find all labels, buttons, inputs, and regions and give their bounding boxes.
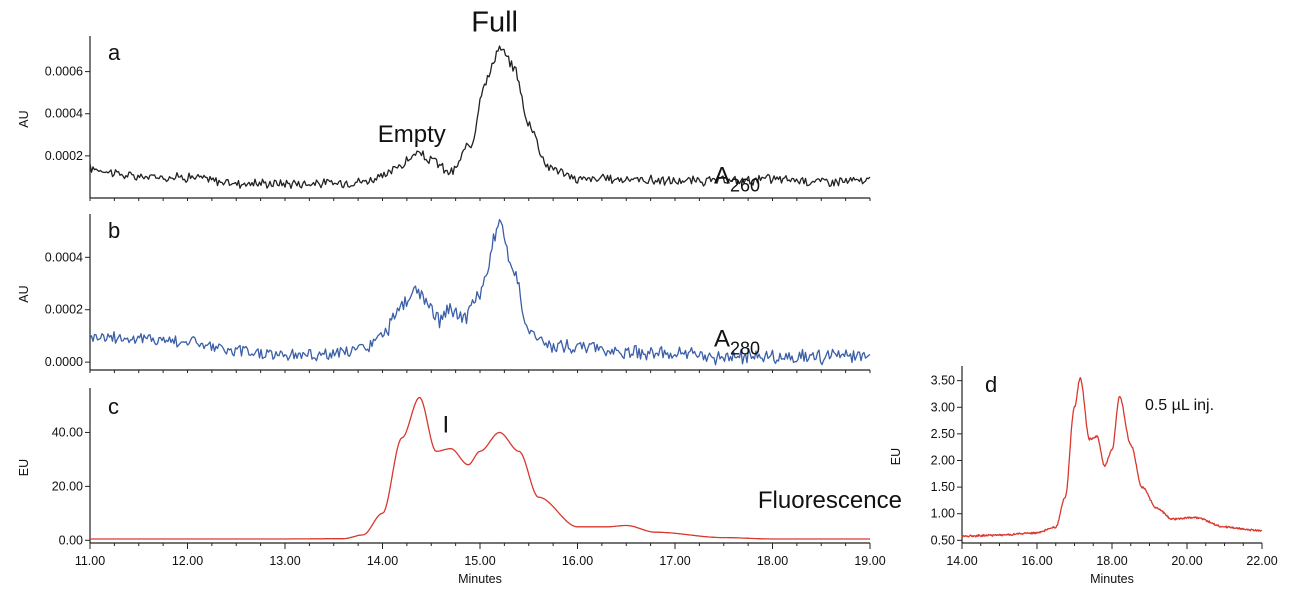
annotation-a: A260 bbox=[714, 162, 760, 195]
y-tick-label-a: 0.0004 bbox=[45, 107, 83, 121]
y-tick-label-d: 3.00 bbox=[931, 400, 955, 414]
y-tick-label-d: 1.50 bbox=[931, 480, 955, 494]
x-tick-label-c: 12.00 bbox=[172, 554, 203, 568]
y-tick-label-d: 0.50 bbox=[931, 533, 955, 547]
x-tick-label-c: 13.00 bbox=[269, 554, 300, 568]
y-tick-label-c: 20.00 bbox=[52, 479, 83, 493]
x-axis-label-d: Minutes bbox=[1090, 572, 1134, 586]
y-tick-label-b: 0.0004 bbox=[45, 250, 83, 264]
annotation-b: A280 bbox=[714, 325, 760, 358]
x-tick-label-c: 16.00 bbox=[562, 554, 593, 568]
y-tick-label-c: 40.00 bbox=[52, 425, 83, 439]
annotation-c: I bbox=[443, 411, 450, 438]
x-tick-label-c: 18.00 bbox=[757, 554, 788, 568]
x-axis-label-c: Minutes bbox=[458, 572, 502, 586]
trace-a bbox=[89, 45, 871, 189]
x-tick-label-d: 16.00 bbox=[1021, 554, 1052, 568]
y-tick-label-b: 0.0002 bbox=[45, 303, 83, 317]
annotation-a: Empty bbox=[378, 121, 446, 148]
y-tick-label-a: 0.0006 bbox=[45, 65, 83, 79]
y-tick-label-d: 2.50 bbox=[931, 427, 955, 441]
x-tick-label-c: 15.00 bbox=[464, 554, 495, 568]
panel-label-c: c bbox=[108, 394, 119, 419]
panel-label-d: d bbox=[985, 372, 997, 397]
x-tick-label-d: 18.00 bbox=[1096, 554, 1127, 568]
y-tick-label-b: 0.0000 bbox=[45, 355, 83, 369]
x-tick-label-d: 22.00 bbox=[1246, 554, 1277, 568]
y-tick-label-d: 1.00 bbox=[931, 507, 955, 521]
x-tick-label-c: 17.00 bbox=[659, 554, 690, 568]
x-tick-label-c: 19.00 bbox=[854, 554, 885, 568]
y-axis-label-a: AU bbox=[17, 110, 31, 127]
y-tick-label-d: 2.00 bbox=[931, 453, 955, 467]
annotation-a: Full bbox=[471, 7, 518, 39]
panel-label-a: a bbox=[108, 40, 121, 65]
x-tick-label-c: 14.00 bbox=[367, 554, 398, 568]
annotation-c: Fluorescence bbox=[758, 487, 902, 514]
y-tick-label-c: 0.00 bbox=[59, 533, 83, 547]
x-tick-label-d: 14.00 bbox=[946, 554, 977, 568]
annotation-d: 0.5 µL inj. bbox=[1145, 397, 1214, 414]
annotation-subscript-b: 280 bbox=[730, 338, 760, 358]
y-axis-label-b: AU bbox=[17, 285, 31, 302]
y-axis-label-c: EU bbox=[17, 459, 31, 476]
annotation-subscript-a: 260 bbox=[730, 175, 760, 195]
trace-d bbox=[961, 377, 1263, 538]
y-tick-label-a: 0.0002 bbox=[45, 149, 83, 163]
trace-c bbox=[90, 396, 870, 540]
x-tick-label-c: 11.00 bbox=[75, 554, 105, 568]
y-axis-label-d: EU bbox=[889, 448, 903, 465]
panel-label-b: b bbox=[108, 218, 120, 243]
x-tick-label-d: 20.00 bbox=[1171, 554, 1202, 568]
y-tick-label-d: 3.50 bbox=[931, 374, 955, 388]
trace-b bbox=[89, 218, 871, 366]
